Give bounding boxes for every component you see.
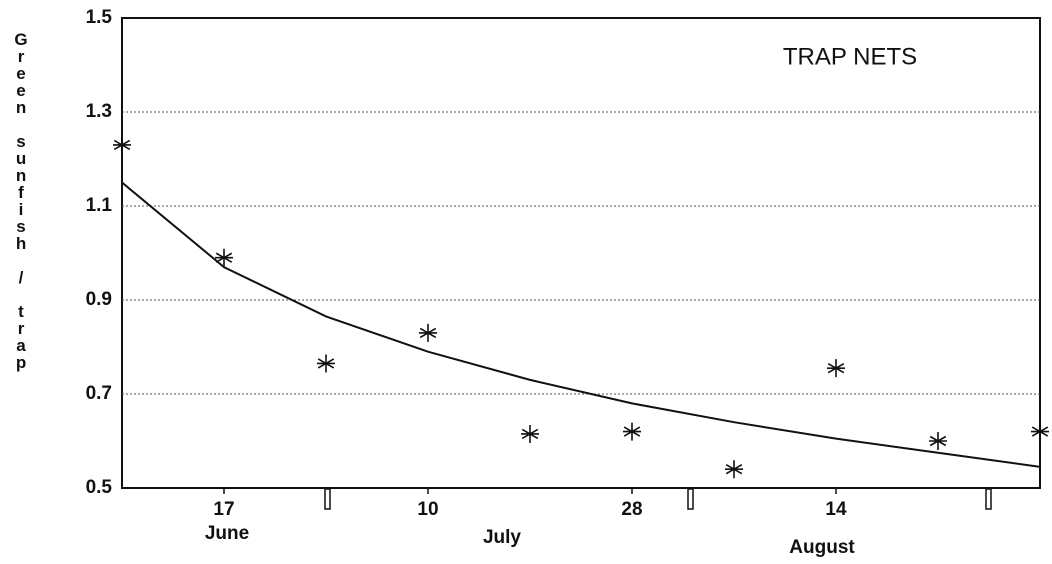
data-point <box>317 354 335 373</box>
data-point <box>1031 422 1049 441</box>
x-tick-label: 14 <box>825 499 847 520</box>
data-point <box>419 323 437 342</box>
month-label: June <box>205 523 249 544</box>
month-divider <box>324 488 331 510</box>
y-tick-label: 1.1 <box>86 195 113 216</box>
x-tick-label: 10 <box>417 499 438 520</box>
y-tick-label: 0.9 <box>86 289 112 310</box>
data-point <box>623 422 641 441</box>
month-divider <box>687 488 694 510</box>
data-point <box>113 135 131 154</box>
data-point <box>929 432 947 450</box>
data-point <box>827 359 845 378</box>
plot-frame <box>121 17 1041 489</box>
x-tick-label: 17 <box>213 499 234 520</box>
y-axis-label: Green sunfish / trap <box>12 30 31 371</box>
data-point <box>521 424 539 443</box>
data-point <box>215 248 233 267</box>
y-tick-label: 0.5 <box>86 477 113 498</box>
chart-title: TRAP NETS <box>783 43 917 70</box>
y-tick-label: 0.7 <box>86 383 112 404</box>
x-tick-label: 28 <box>621 499 642 520</box>
y-tick-label: 1.3 <box>86 101 112 122</box>
data-point <box>725 460 743 479</box>
month-label: August <box>789 537 855 558</box>
month-label: July <box>483 527 521 548</box>
fit-line <box>121 181 1041 468</box>
month-divider <box>985 488 992 510</box>
y-tick-label: 1.5 <box>86 7 113 28</box>
